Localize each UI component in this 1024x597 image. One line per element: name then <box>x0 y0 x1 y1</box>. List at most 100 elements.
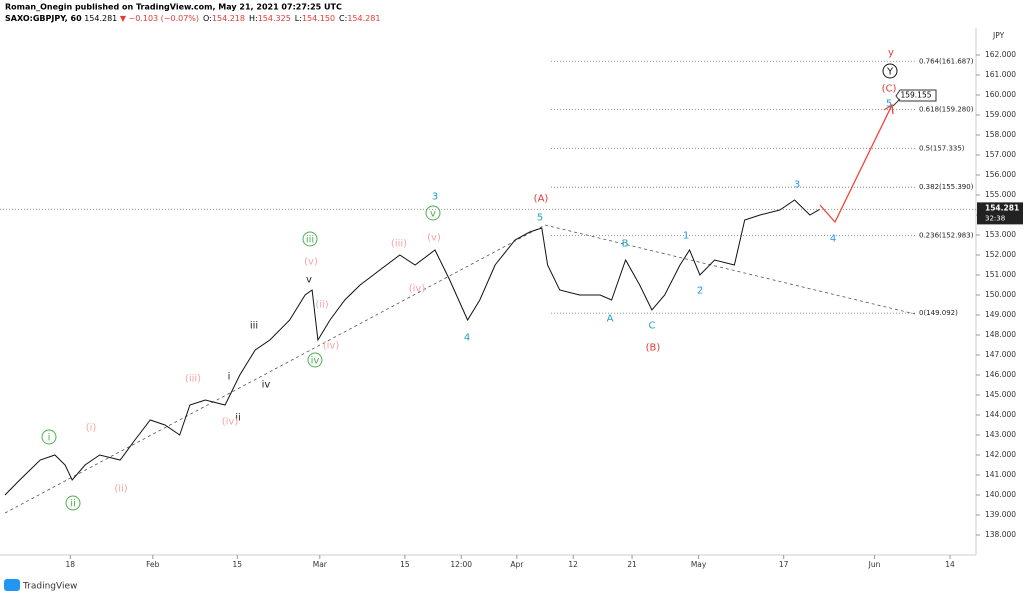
y-tick-label: 162.000 <box>985 50 1016 59</box>
y-tick-label: 149.000 <box>985 310 1016 319</box>
y-tick-label: 155.000 <box>985 190 1016 199</box>
y-tick-label: 140.000 <box>985 490 1016 499</box>
fib-label: 0.618(159.280) <box>919 105 974 113</box>
ohlc: O:154.218 H:154.325 L:154.150 C:154.281 <box>203 14 380 23</box>
ohlc-value: 154.281 <box>347 14 380 23</box>
wave-label: ii <box>235 413 241 424</box>
wave-label: 5 <box>537 213 543 224</box>
target-label: 159.155 <box>900 91 931 100</box>
y-tick-label: 156.000 <box>985 170 1016 179</box>
y-tick-label: 153.000 <box>985 230 1016 239</box>
x-tick-label: 17 <box>779 560 789 569</box>
x-tick-label: Feb <box>146 560 160 569</box>
wave-label: 4 <box>830 234 836 245</box>
logo-icon <box>4 579 20 591</box>
ohlc-label: L: <box>295 14 302 23</box>
x-tick-label: 21 <box>627 560 637 569</box>
wave-label: (iii) <box>185 374 201 385</box>
wave-circle <box>41 429 57 445</box>
y-tick-label: 138.000 <box>985 530 1016 539</box>
wave-label: (C) <box>882 84 897 95</box>
wave-label: iii <box>306 235 314 246</box>
fib-label: 0.764(161.687) <box>919 57 974 65</box>
fib-label: 0.382(155.390) <box>919 183 974 191</box>
ohlc-value: 154.218 <box>212 14 245 23</box>
wave-label: (iv) <box>323 341 340 352</box>
wave-label: (i) <box>86 423 97 434</box>
ohlc-value: 154.150 <box>302 14 335 23</box>
last-price-box <box>977 202 1023 225</box>
trendline <box>544 224 916 315</box>
y-tick-label: 150.000 <box>985 290 1016 299</box>
arrow-head <box>883 103 894 115</box>
wave-circle <box>65 495 81 511</box>
x-tick-label: Mar <box>313 560 328 569</box>
wave-circle <box>307 352 323 368</box>
last-price-label: 154.281 <box>985 203 1019 212</box>
price-line <box>4 199 820 496</box>
wave-label: (iv) <box>409 284 426 295</box>
wave-label: (iv) <box>222 417 239 428</box>
wave-label: 2 <box>697 286 703 297</box>
y-tick-label: 145.000 <box>985 390 1016 399</box>
target-pointer <box>892 98 901 107</box>
header-line: SAXO:GBPJPY, 60 154.281 ▼ −0.103 (−0.07%… <box>5 14 380 23</box>
x-tick-label: May <box>691 560 707 569</box>
wave-label: (v) <box>427 233 441 244</box>
y-tick-label: 152.000 <box>985 250 1016 259</box>
y-tick-label: 143.000 <box>985 430 1016 439</box>
logo: TradingView <box>22 582 77 592</box>
wave-label: (A) <box>534 194 549 205</box>
y-tick-label: 142.000 <box>985 450 1016 459</box>
wave-label: (ii) <box>114 484 127 495</box>
wave-circle <box>882 63 898 79</box>
wave-label: A <box>607 314 614 325</box>
trendline <box>4 224 546 514</box>
y-tick-label: 159.000 <box>985 110 1016 119</box>
wave-label: iv <box>311 356 320 367</box>
wave-label: 3 <box>794 180 800 191</box>
wave-label: i <box>48 433 51 444</box>
wave-label: iii <box>250 321 258 332</box>
ohlc-value: 154.325 <box>258 14 291 23</box>
price: 154.281 <box>84 14 117 23</box>
projection-arrow <box>819 104 893 224</box>
wave-label: 5 <box>886 99 892 110</box>
ohlc-label: H: <box>249 14 258 23</box>
wave-label: (ii) <box>315 300 328 311</box>
y-tick-label: 139.000 <box>985 510 1016 519</box>
y-tick-label: 148.000 <box>985 330 1016 339</box>
x-tick-label: Jun <box>868 560 881 569</box>
wave-label: v <box>306 275 312 286</box>
y-tick-label: 147.000 <box>985 350 1016 359</box>
wave-circle <box>425 205 441 221</box>
wave-label: B <box>622 239 629 250</box>
x-tick-label: 14 <box>945 560 955 569</box>
y-tick-label: 160.000 <box>985 90 1016 99</box>
countdown: 32:38 <box>985 214 1005 222</box>
ohlc-label: O: <box>203 14 212 23</box>
y-tick-label: 146.000 <box>985 370 1016 379</box>
wave-circle <box>302 231 318 247</box>
wave-label: i <box>228 372 231 383</box>
symbol: SAXO:GBPJPY, 60 <box>5 14 82 23</box>
x-tick-label: 12 <box>568 560 578 569</box>
x-tick-label: 12:00 <box>450 560 472 569</box>
y-tick-label: 161.000 <box>985 70 1016 79</box>
x-tick-label: 15 <box>400 560 410 569</box>
unit-label: JPY <box>992 31 1005 40</box>
wave-label: (iii) <box>391 239 407 250</box>
wave-label: (B) <box>646 343 661 354</box>
y-tick-label: 141.000 <box>985 470 1016 479</box>
x-tick-label: 15 <box>232 560 242 569</box>
wave-label: 4 <box>464 333 470 344</box>
fib-label: 0.236(152.983) <box>919 231 974 239</box>
wave-label: v <box>430 209 436 220</box>
wave-label: 3 <box>432 192 438 203</box>
y-tick-label: 157.000 <box>985 150 1016 159</box>
y-tick-label: 151.000 <box>985 270 1016 279</box>
change: ▼ −0.103 (−0.07%) <box>120 14 199 23</box>
y-tick-label: 144.000 <box>985 410 1016 419</box>
wave-label: ii <box>70 499 76 510</box>
wave-label: Y <box>886 67 894 78</box>
